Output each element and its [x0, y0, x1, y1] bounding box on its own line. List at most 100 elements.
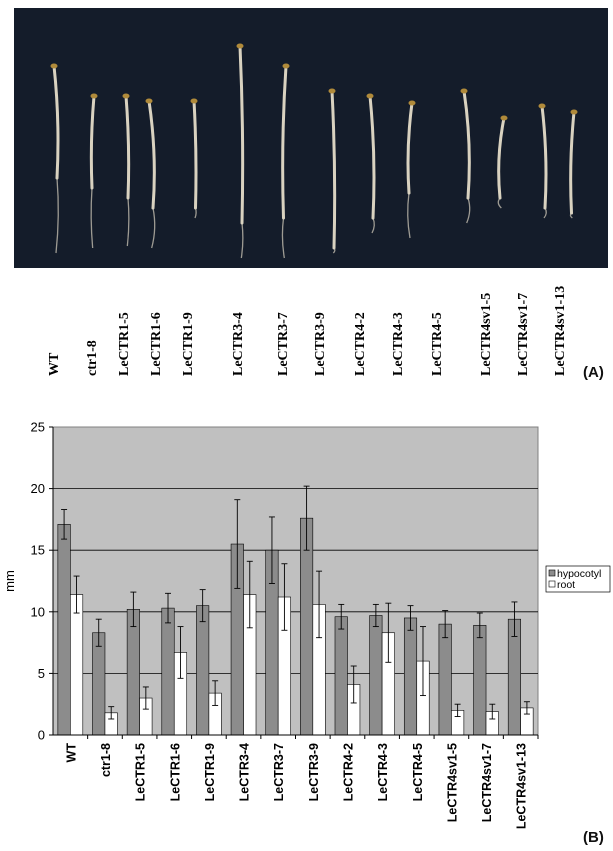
seedling-hypocotyl	[238, 44, 245, 225]
seedling	[328, 88, 337, 254]
photo-genotype-label: LeCTR4sv1-13	[553, 286, 568, 376]
seedling	[50, 63, 60, 254]
seedling-root	[497, 197, 502, 209]
seedling-root	[151, 207, 156, 249]
y-tick-label: 20	[31, 481, 45, 496]
x-tick-label: WT	[64, 743, 78, 763]
seedling-cotyledon	[90, 93, 98, 99]
seedling-cotyledon	[460, 88, 468, 94]
error-bar-root	[489, 703, 496, 720]
seedling	[538, 103, 548, 219]
seedling	[497, 115, 508, 209]
error-bar-root	[350, 665, 357, 704]
x-tick-label: LeCTR4sv1-5	[445, 743, 459, 822]
error-bar-hypocotyl	[95, 618, 102, 647]
seedling-root	[55, 177, 59, 254]
x-tick-label: LeCTR4-3	[376, 743, 390, 801]
bar-hypocotyl	[438, 623, 452, 736]
seedling-cotyledon	[570, 109, 578, 115]
seedling	[460, 88, 471, 224]
error-bar-root	[281, 563, 288, 631]
bar-hypocotyl	[92, 632, 106, 736]
bar-hypocotyl	[300, 517, 314, 736]
y-tick-label: 25	[31, 420, 45, 435]
seedling	[236, 43, 245, 259]
error-bar-hypocotyl	[165, 592, 172, 624]
seedling-cotyledon	[328, 88, 336, 94]
error-bar-hypocotyl	[338, 603, 345, 630]
seedling	[406, 100, 416, 239]
photo-genotype-label: LeCTR4sv1-7	[516, 293, 531, 376]
seedling-cotyledon	[190, 98, 198, 104]
legend-label-root: root	[557, 579, 575, 591]
photo-genotype-label: ctr1-8	[85, 340, 100, 376]
seedling-cotyledon	[282, 63, 290, 69]
error-bar-root	[385, 602, 392, 663]
x-tick-label: LeCTR3-9	[307, 743, 321, 801]
seedling	[190, 98, 198, 219]
seedling-root	[281, 217, 285, 259]
seedling-hypocotyl	[569, 110, 576, 215]
bar-hypocotyl	[161, 607, 175, 736]
y-tick-label: 0	[38, 728, 45, 743]
seedling-cotyledon	[366, 93, 374, 99]
x-tick-label: LeCTR1-6	[168, 743, 182, 801]
photo-genotype-label: LeCTR3-9	[313, 312, 328, 376]
plot-area	[52, 426, 539, 736]
seedling-hypocotyl	[497, 116, 506, 200]
seedling-photo	[14, 8, 608, 268]
seedling-cotyledon	[236, 43, 244, 49]
error-bar-hypocotyl	[511, 601, 518, 637]
seedling-root	[569, 212, 573, 219]
seedling-hypocotyl	[147, 99, 156, 210]
seedling-hypocotyl	[52, 64, 60, 180]
x-tick-label: LeCTR4-2	[341, 743, 355, 801]
seedling-cotyledon	[500, 115, 508, 121]
x-tick-label: LeCTR4-5	[411, 743, 425, 801]
x-tick-label: LeCTR1-5	[134, 743, 148, 801]
x-tick-label: ctr1-8	[99, 743, 113, 777]
error-bar-root	[212, 680, 219, 706]
error-bar-root	[246, 560, 253, 629]
y-tick-label: 5	[38, 666, 45, 681]
error-bar-hypocotyl	[303, 485, 310, 551]
error-bar-hypocotyl	[407, 605, 414, 631]
error-bar-hypocotyl	[268, 516, 275, 584]
seedling-hypocotyl	[540, 104, 548, 210]
x-tick-label: LeCTR1-9	[203, 743, 217, 801]
photo-genotype-label: LeCTR3-7	[276, 312, 291, 376]
seedling-root	[371, 217, 375, 234]
photo-genotype-label: LeCTR1-5	[117, 312, 132, 376]
seedling-hypocotyl	[368, 94, 376, 220]
seedling-cotyledon	[408, 100, 416, 106]
photo-genotype-label: LeCTR4-5	[430, 312, 445, 376]
photo-genotype-label: WT	[47, 352, 62, 376]
bar-chart: 0 5 10 15 20 25 WT ctr1-8 LeCTR1-5 LeCTR1-6 LeCTR…	[2, 420, 611, 846]
error-bar-hypocotyl	[442, 610, 449, 639]
legend-swatch-root	[548, 580, 556, 588]
seedling-root	[90, 187, 94, 249]
error-bar-root	[142, 686, 149, 710]
seedlings	[50, 43, 578, 259]
photo-genotype-label: LeCTR4sv1-5	[479, 293, 494, 376]
seedling	[122, 93, 131, 247]
error-bar-root	[73, 575, 80, 614]
photo-genotype-label: LeCTR4-2	[353, 312, 368, 376]
panel-label-a: (A)	[583, 364, 604, 380]
error-bar-root	[454, 703, 461, 717]
seedling-hypocotyl	[462, 89, 471, 200]
legend-label-hypocotyl: hypocotyl	[557, 568, 601, 580]
x-tick-label: LeCTR4sv1-13	[515, 743, 529, 829]
legend-swatch-hypocotyl	[548, 569, 556, 577]
seedling	[366, 93, 376, 234]
x-axis-ticks: WT ctr1-8 LeCTR1-5 LeCTR1-6 LeCTR1-9 LeCTR3-4…	[64, 735, 539, 829]
seedling-cotyledon	[50, 63, 58, 69]
x-tick-label: LeCTR3-7	[272, 743, 286, 801]
bar-hypocotyl	[403, 617, 418, 736]
seedling	[89, 93, 98, 249]
photo-genotype-label: LeCTR1-6	[149, 312, 164, 376]
seedling-hypocotyl	[330, 89, 337, 250]
seedling-hypocotyl	[124, 94, 131, 200]
error-bar-root	[419, 626, 426, 697]
